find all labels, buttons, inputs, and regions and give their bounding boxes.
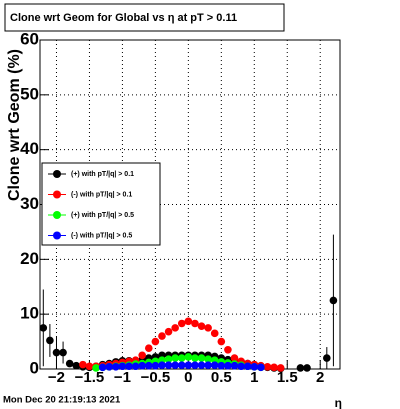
point (171, 354, 179, 362)
point (230, 354, 239, 362)
point (191, 354, 199, 362)
point (224, 361, 232, 370)
point (85, 362, 94, 371)
point (65, 359, 74, 368)
x-axis-label: η (335, 396, 342, 409)
legend-marker (53, 190, 61, 199)
point (296, 364, 305, 372)
x-tick-label: 2 (316, 369, 324, 386)
point (197, 322, 206, 331)
point (204, 355, 212, 363)
point (151, 337, 160, 346)
y-tick-label: 50 (20, 84, 39, 103)
point (184, 353, 193, 361)
marks (39, 234, 338, 373)
point (125, 362, 133, 371)
point (224, 346, 232, 354)
point (323, 354, 331, 362)
x-tick-label: −0.5 (141, 369, 171, 386)
chart-title: Clone wrt Geom for Global vs η at pT > 0… (10, 12, 237, 24)
point (118, 362, 127, 371)
title-box (4, 3, 285, 32)
point (105, 363, 114, 371)
point (210, 361, 219, 369)
y-tick-label: 10 (20, 304, 39, 323)
point (184, 317, 193, 326)
y-tick-label: 20 (20, 249, 39, 268)
point (270, 363, 278, 372)
x-tick-label: −1.5 (75, 369, 105, 386)
point (164, 355, 173, 363)
point (191, 319, 199, 328)
point (52, 348, 61, 357)
x-tick-label: 1.5 (277, 369, 298, 386)
point (197, 361, 206, 369)
point (197, 354, 206, 362)
legend-label: (-) with pT/|q| > 0.5 (71, 232, 132, 239)
point (131, 362, 140, 371)
point (237, 362, 245, 371)
footer: Mon Dec 20 21:19:13 2021 (3, 395, 121, 406)
x-tick-label: 0.5 (211, 369, 232, 386)
point (217, 361, 226, 370)
point (46, 336, 54, 345)
y-tick-label: 30 (20, 194, 39, 213)
legend-entries: (+) with pT/|q| > 0.1 (-) with pT/|q| > 0… (48, 170, 134, 240)
point (204, 361, 212, 369)
point (171, 324, 179, 332)
point (158, 361, 166, 369)
point (257, 363, 265, 372)
legend-marker (53, 170, 61, 178)
point (230, 361, 239, 370)
point (39, 324, 48, 332)
point (191, 361, 199, 369)
point (243, 362, 252, 371)
point (184, 361, 193, 369)
point (112, 363, 120, 371)
point (263, 363, 272, 371)
point (250, 363, 259, 371)
point (151, 361, 160, 370)
y-tick-label: 60 (20, 29, 39, 48)
x-tick-label: −1 (114, 369, 131, 386)
point (171, 361, 179, 369)
legend-label: (+) with pT/|q| > 0.1 (71, 171, 134, 178)
point (204, 324, 212, 332)
x-tick-label: 1 (250, 369, 258, 386)
point (72, 361, 81, 370)
y-tick-label: 40 (20, 139, 39, 158)
x-tick-label: −2 (48, 369, 65, 386)
y-tick-label: 0 (30, 358, 39, 377)
point (144, 344, 153, 352)
point (217, 337, 226, 346)
point (59, 348, 67, 357)
point (138, 351, 146, 360)
point (92, 364, 100, 372)
legend-marker (53, 211, 61, 219)
point (303, 364, 311, 372)
point (158, 332, 166, 340)
legend (41, 162, 161, 246)
point (177, 361, 186, 369)
point (144, 361, 153, 370)
x-tick-label: 0 (184, 369, 192, 386)
point (98, 363, 107, 372)
legend-marker (53, 231, 61, 240)
point (164, 361, 173, 369)
point (329, 296, 338, 305)
point (138, 361, 146, 370)
point (276, 364, 285, 372)
point (177, 319, 186, 328)
point (79, 360, 87, 369)
point (164, 327, 173, 336)
point (177, 354, 186, 362)
y-axis-label: Clone wrt Geom (%) (6, 49, 23, 201)
point (210, 329, 219, 338)
legend-label: (+) with pT/|q| > 0.5 (71, 212, 134, 219)
legend-label: (-) with pT/|q| > 0.1 (71, 191, 132, 198)
